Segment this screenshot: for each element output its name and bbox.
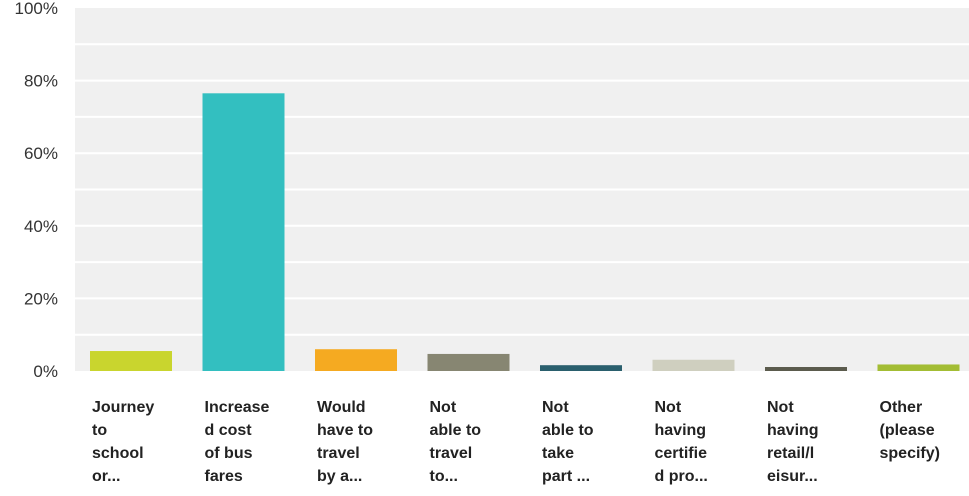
bar-2 xyxy=(202,93,285,372)
y-tick-label: 100% xyxy=(15,0,58,18)
x-category-label: Not having retail/l eisur... xyxy=(767,399,819,485)
bar-3 xyxy=(315,349,397,371)
bars xyxy=(90,93,960,372)
bar-5 xyxy=(540,365,622,371)
x-category-label: Would have to travel by a... xyxy=(317,399,373,485)
x-category-label: Not able to take part ... xyxy=(542,399,594,485)
bar-7 xyxy=(765,367,847,371)
y-tick-label: 80% xyxy=(24,72,58,91)
y-tick-label: 60% xyxy=(24,144,58,163)
x-category-label: Not able to travel to... xyxy=(430,399,482,485)
bar-6 xyxy=(652,359,735,371)
x-category-label: Not having certifie d pro... xyxy=(655,399,708,485)
x-category-label: Other (please specify) xyxy=(880,399,940,462)
x-category-label: Journey to school or... xyxy=(92,399,154,485)
y-tick-label: 40% xyxy=(24,217,58,236)
bar-1 xyxy=(90,351,172,371)
x-category-label: Increase d cost of bus fares xyxy=(205,399,270,485)
y-tick-label: 20% xyxy=(24,289,58,308)
y-axis-ticks: 0% 20% 40% 60% 80% 100% xyxy=(15,0,58,381)
bar-4 xyxy=(427,353,510,371)
bar-8 xyxy=(877,364,960,371)
x-axis-labels: Journey to school or... Increase d cost of bus… xyxy=(92,399,940,485)
y-tick-label: 0% xyxy=(33,362,58,381)
